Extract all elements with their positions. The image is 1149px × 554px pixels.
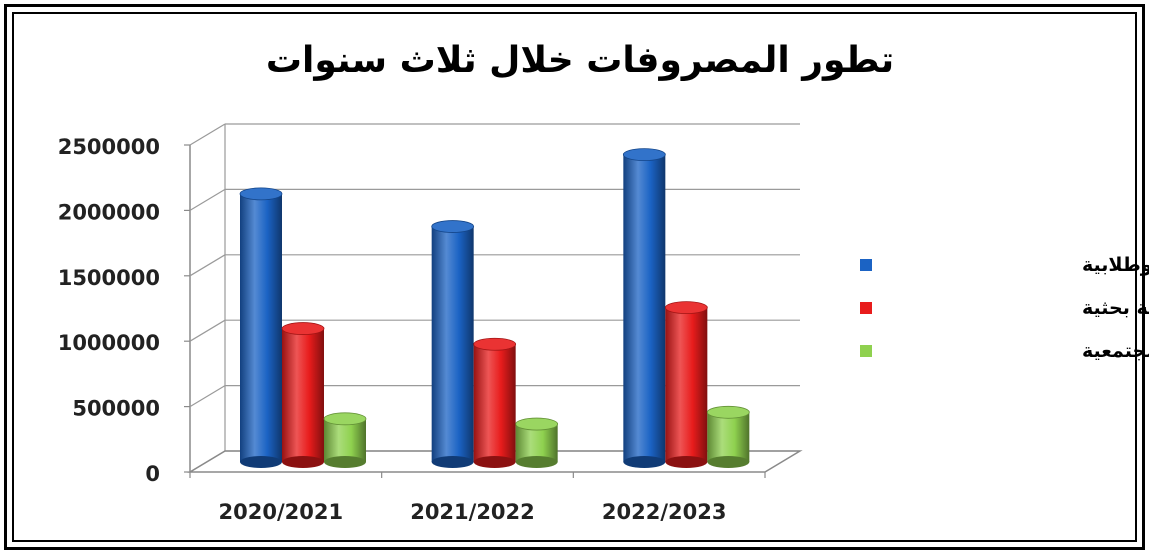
bar bbox=[281, 322, 325, 468]
bar-top bbox=[323, 412, 367, 426]
x-tick-label: 2021/2022 bbox=[410, 500, 535, 524]
legend-swatch bbox=[860, 345, 872, 357]
bar-body bbox=[473, 344, 516, 462]
legend: خدمة تعليمية وطلابية خدمة بحثية أنشطة مجتم… bbox=[860, 254, 1149, 362]
bar-base bbox=[623, 456, 666, 468]
y-tick-label: 2000000 bbox=[58, 200, 160, 224]
bar-base bbox=[665, 456, 708, 468]
grid-side-line bbox=[189, 188, 226, 211]
bar-body bbox=[431, 226, 474, 462]
grid-side-line bbox=[189, 123, 226, 146]
legend-swatch bbox=[860, 302, 872, 314]
bar-top bbox=[664, 301, 708, 315]
x-tick-label: 2020/2021 bbox=[219, 500, 344, 524]
bar-base bbox=[515, 456, 558, 468]
legend-label: أنشطة مجتمعية bbox=[1082, 338, 1149, 362]
grid-side-line bbox=[189, 254, 226, 277]
bar bbox=[239, 187, 283, 468]
legend-label: خدمة تعليمية وطلابية bbox=[1082, 254, 1149, 276]
bar-body bbox=[707, 412, 750, 462]
bar-top bbox=[281, 322, 325, 335]
bar bbox=[664, 301, 708, 468]
bar bbox=[706, 405, 750, 468]
bar-body bbox=[623, 154, 666, 462]
bar-top bbox=[622, 148, 666, 162]
x-tick-label: 2022/2023 bbox=[602, 500, 727, 524]
bar-top bbox=[515, 417, 559, 431]
inner-frame bbox=[12, 12, 1137, 542]
bar-body bbox=[282, 328, 324, 462]
bar-body bbox=[324, 418, 366, 462]
bar-base bbox=[707, 456, 750, 468]
bar-body bbox=[240, 193, 282, 463]
y-tick-label: 1500000 bbox=[58, 266, 160, 290]
bar bbox=[323, 412, 367, 468]
bar-base bbox=[473, 456, 516, 468]
bar bbox=[622, 148, 666, 468]
y-tick-label: 0 bbox=[145, 462, 160, 486]
bar bbox=[431, 220, 475, 468]
bar-base bbox=[431, 456, 474, 468]
legend-swatch bbox=[860, 259, 872, 271]
legend-label: خدمة بحثية bbox=[1082, 297, 1149, 319]
bar-top bbox=[706, 405, 750, 419]
bar bbox=[515, 417, 559, 468]
y-tick-label: 2500000 bbox=[58, 135, 160, 159]
grid-side-line bbox=[189, 385, 226, 408]
bar-top bbox=[239, 187, 283, 201]
bar-top bbox=[431, 220, 475, 233]
y-tick-label: 1000000 bbox=[58, 331, 160, 355]
grid-side-line bbox=[189, 319, 226, 342]
chart-title: تطور المصروفات خلال ثلاث سنوات bbox=[266, 40, 894, 81]
bar-base bbox=[324, 456, 366, 468]
bar-base bbox=[240, 456, 282, 468]
outer-frame bbox=[4, 4, 1145, 550]
y-tick-label: 500000 bbox=[72, 397, 160, 421]
bar-base bbox=[282, 456, 324, 468]
plot-area: 0 500000 1000000 1500000 2000000 2500000 2020/… bbox=[58, 123, 803, 524]
bar-top bbox=[473, 337, 517, 351]
bar-body bbox=[665, 307, 708, 462]
bar bbox=[473, 337, 517, 468]
